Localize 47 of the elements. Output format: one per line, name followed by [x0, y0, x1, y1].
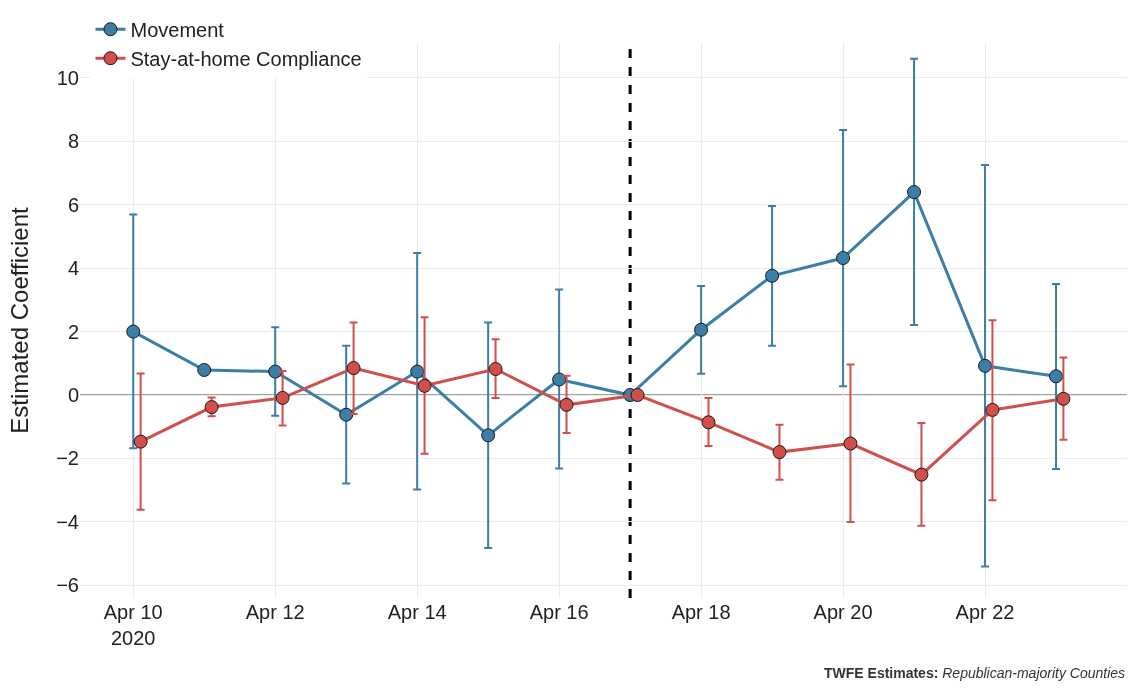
point — [1056, 391, 1071, 406]
y-tick-label: 10 — [56, 66, 79, 89]
y-tick-label: −4 — [56, 510, 79, 533]
point — [1049, 369, 1064, 384]
point — [339, 407, 354, 422]
legend-label: Stay-at-home Compliance — [130, 48, 362, 70]
point — [630, 388, 645, 403]
x-tick-label: Apr 16 — [529, 601, 589, 623]
y-axis-title: Estimated Coefficient — [6, 207, 34, 434]
x-tick-label: Apr 20 — [813, 601, 873, 623]
point — [197, 362, 212, 377]
y-tick-label: 2 — [67, 320, 79, 343]
y-tick-label: 0 — [67, 384, 79, 407]
y-tick-label: −6 — [56, 574, 79, 597]
point — [559, 397, 574, 412]
point — [765, 268, 780, 283]
x-tick-label: Apr 22 — [955, 601, 1015, 623]
y-tick-label: 6 — [67, 193, 79, 216]
point — [417, 378, 432, 393]
point — [133, 434, 148, 449]
point — [126, 324, 141, 339]
point — [552, 372, 567, 387]
point — [914, 467, 929, 482]
point — [410, 364, 425, 379]
y-tick-label: 4 — [67, 257, 79, 280]
point — [701, 415, 716, 430]
point — [694, 322, 709, 337]
x-tick-label: Apr 10 2020 — [103, 601, 163, 649]
x-tick-label: Apr 14 — [387, 601, 447, 623]
point — [488, 362, 503, 377]
y-tick-label: 8 — [67, 130, 79, 153]
y-tick-label: −2 — [56, 447, 79, 470]
point — [268, 364, 283, 379]
point — [346, 361, 361, 376]
point — [772, 445, 787, 460]
point — [978, 358, 993, 373]
legend-label: Movement — [130, 19, 225, 41]
x-tick-label: Apr 18 — [671, 601, 731, 623]
point — [907, 185, 922, 200]
point — [843, 436, 858, 451]
point — [836, 251, 851, 266]
x-tick-label: Apr 12 — [245, 601, 305, 623]
text: TWFE Estimates: Republican-majority Counties — [824, 665, 1126, 681]
point — [985, 402, 1000, 417]
point — [481, 428, 496, 443]
point — [275, 390, 290, 405]
point — [204, 400, 219, 415]
